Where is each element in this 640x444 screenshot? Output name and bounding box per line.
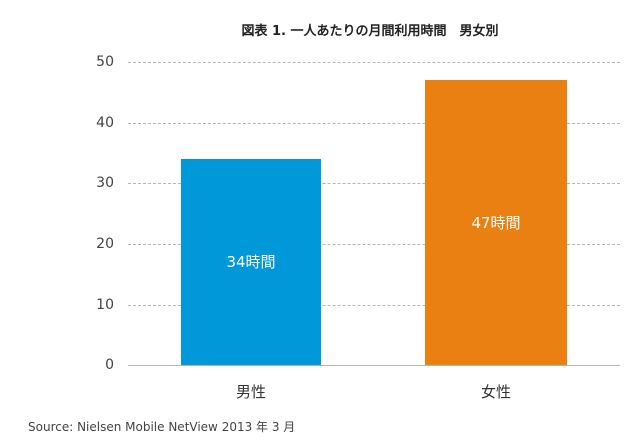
y-tick-30: 30 [96,175,114,191]
bar-male: 34時間 [181,158,321,365]
gridline-40 [128,123,620,124]
y-tick-50: 50 [96,54,114,70]
gridline-30 [128,183,620,184]
gridline-10 [128,305,620,306]
x-label-male: 男性 [235,383,266,401]
y-tick-0: 0 [105,357,114,373]
bar-value-label: 47時間 [471,214,521,233]
x-label-female: 女性 [480,383,511,401]
y-tick-40: 40 [96,115,114,131]
baseline-0 [128,365,620,366]
y-tick-20: 20 [96,236,114,252]
y-tick-10: 10 [96,297,114,313]
gridline-50 [128,62,620,63]
bar-value-label: 34時間 [226,253,276,272]
source-note: Source: Nielsen Mobile NetView 2013 年 3 … [28,420,296,434]
gridline-20 [128,244,620,245]
chart-title: 図表 1. 一人あたりの月間利用時間 男女別 [241,24,499,39]
bar-female: 47時間 [425,80,567,365]
